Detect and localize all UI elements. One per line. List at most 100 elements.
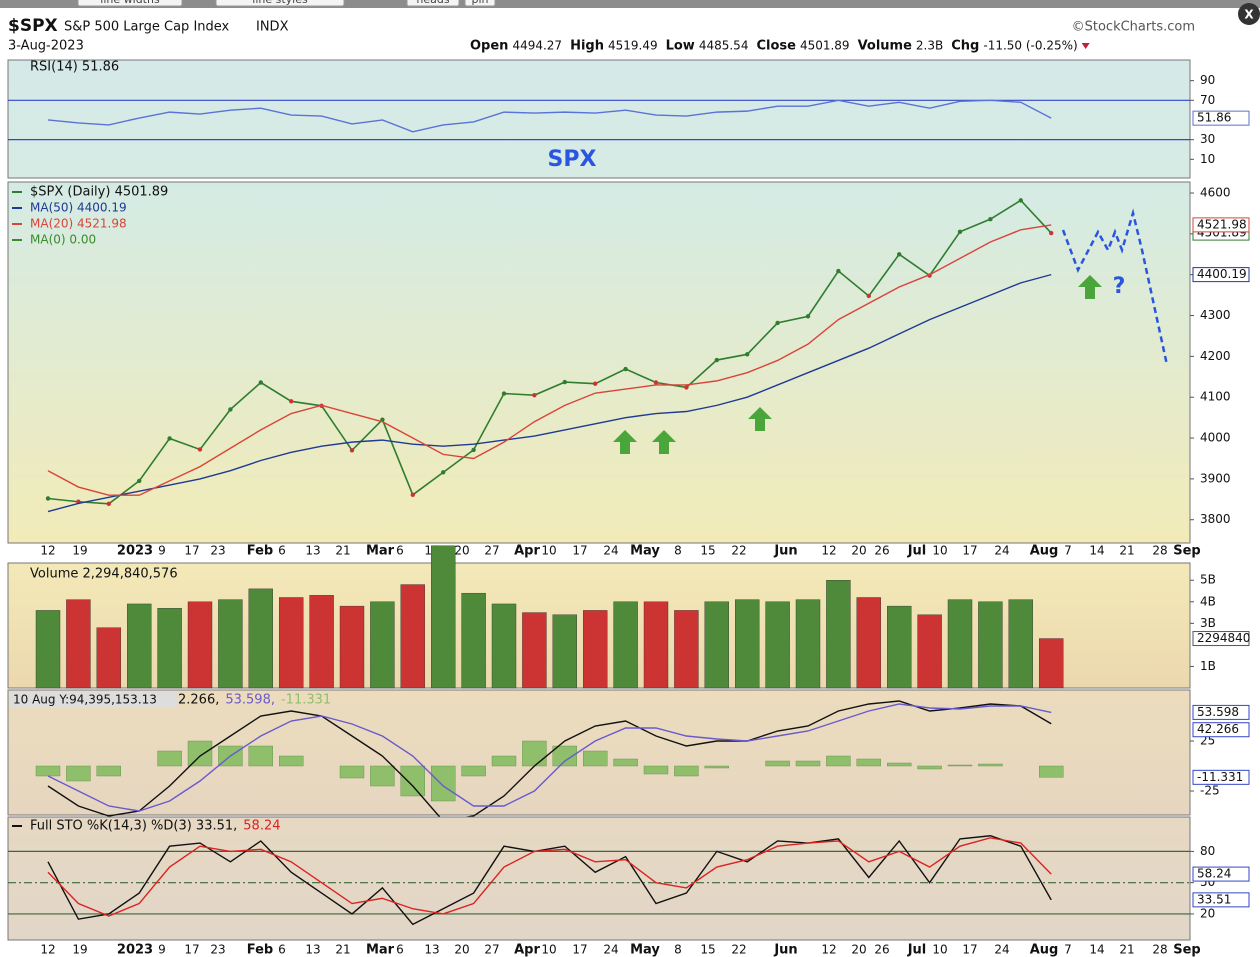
x-tick-label: Sep	[1173, 544, 1201, 559]
histogram-bar	[795, 760, 821, 767]
x-tick-label: 14	[1089, 544, 1104, 558]
volume-bar	[339, 605, 365, 689]
quote-label: Chg	[951, 39, 979, 54]
x-tick-label: 20	[454, 943, 469, 957]
last-value-box	[1192, 769, 1250, 785]
x-tick-label: Jun	[773, 943, 797, 957]
toolbar-label: pin	[471, 0, 488, 6]
volume-bar	[370, 601, 395, 689]
volume-bar	[765, 601, 790, 689]
price-point	[45, 496, 51, 501]
x-tick-label: Feb	[247, 544, 273, 559]
x-tick-label: 27	[484, 943, 499, 957]
histogram-bar	[674, 765, 699, 777]
histogram-bar	[583, 750, 608, 767]
x-tick-label: Jul	[907, 544, 927, 559]
x-tick-label: 10	[541, 943, 556, 957]
y-tick-label: 4000	[1200, 431, 1231, 445]
last-value-box	[1192, 217, 1250, 233]
histogram-bar	[704, 765, 729, 769]
x-tick-label: 10	[541, 544, 556, 558]
close-icon[interactable]: X	[1244, 8, 1254, 22]
volume-bar	[248, 588, 274, 689]
histogram-bar	[187, 740, 213, 767]
price-point	[471, 447, 476, 453]
histogram-bar	[643, 765, 669, 775]
histogram-bar	[765, 760, 790, 767]
last-value-box	[1192, 892, 1250, 908]
volume-bar	[826, 580, 851, 689]
x-tick-label: Mar	[366, 544, 395, 559]
volume-bar	[157, 608, 182, 689]
y-tick-label: 20	[1200, 906, 1215, 920]
y-tick-label: 3800	[1200, 512, 1231, 526]
x-tick-label: Aug	[1030, 544, 1059, 559]
x-tick-label: Sep	[1173, 943, 1201, 957]
histogram-bar	[613, 758, 638, 767]
toolbar-label: line widths	[100, 0, 160, 6]
x-tick-label: Jul	[907, 943, 927, 957]
x-tick-label: 6	[396, 943, 404, 957]
x-tick-label: 24	[603, 544, 618, 558]
histogram-bar	[856, 758, 881, 767]
up-arrow	[1078, 275, 1102, 299]
histogram-bar	[947, 764, 973, 767]
histogram-bar	[339, 765, 365, 779]
last-value: 53.598	[1197, 705, 1239, 719]
x-tick-label: 20	[454, 544, 469, 558]
volume-bar	[795, 599, 821, 689]
quote-value: 4494.27	[512, 39, 562, 53]
volume-bar	[1038, 638, 1064, 689]
x-tick-label: 15	[700, 943, 715, 957]
volume-bar	[1008, 599, 1033, 689]
y-tick-label: 4200	[1200, 349, 1231, 363]
last-value-box	[1192, 866, 1250, 882]
quote-value: 4519.49	[608, 39, 658, 53]
price-point	[623, 366, 628, 372]
volume-bar	[491, 603, 517, 689]
histogram-bar	[157, 750, 182, 767]
projection-path	[1061, 208, 1169, 366]
down-marker	[1081, 43, 1090, 49]
legend-label: -11.331	[281, 693, 331, 708]
quote-value: 4485.54	[699, 39, 749, 53]
panel-background	[7, 59, 1191, 179]
question-annotation: ?	[1113, 274, 1126, 299]
volume-bar	[96, 627, 122, 689]
legend-label: MA(0) 0.00	[30, 233, 96, 247]
histogram-bar	[66, 765, 91, 782]
x-tick-label: Apr	[514, 943, 540, 957]
volume-bar	[856, 597, 881, 689]
volume-bar	[66, 599, 91, 689]
quote-value: -11.50 (-0.25%)	[983, 39, 1077, 53]
x-tick-label: 17	[962, 943, 977, 957]
histogram-bar	[400, 765, 425, 797]
price-point	[866, 293, 871, 299]
y-tick-label: 4300	[1200, 308, 1231, 322]
x-tick-label: 2023	[117, 943, 153, 957]
last-value-box	[1192, 722, 1250, 738]
price-point	[745, 352, 750, 357]
volume-bar	[279, 597, 304, 689]
x-tick-label: 22	[731, 544, 746, 558]
x-tick-label: Aug	[1030, 943, 1059, 957]
close-button[interactable]	[1238, 3, 1260, 25]
histogram-bar	[552, 745, 577, 767]
y-tick-label: 3900	[1200, 471, 1231, 485]
x-tick-label: 13	[424, 943, 439, 957]
price-point	[197, 447, 203, 452]
exchange: INDX	[256, 20, 289, 35]
x-tick-label: 6	[396, 544, 404, 558]
last-value: 2294840	[1197, 631, 1250, 645]
volume-bar	[947, 599, 973, 689]
histogram-bar	[370, 765, 395, 787]
x-tick-label: Mar	[366, 943, 395, 957]
last-value: 42.266	[1197, 722, 1239, 736]
series-line	[47, 99, 1052, 133]
x-tick-label: 7	[1064, 943, 1072, 957]
volume-bar	[917, 614, 942, 689]
hover-box	[10, 692, 178, 708]
x-tick-label: 17	[962, 544, 977, 558]
up-arrow	[652, 430, 676, 454]
